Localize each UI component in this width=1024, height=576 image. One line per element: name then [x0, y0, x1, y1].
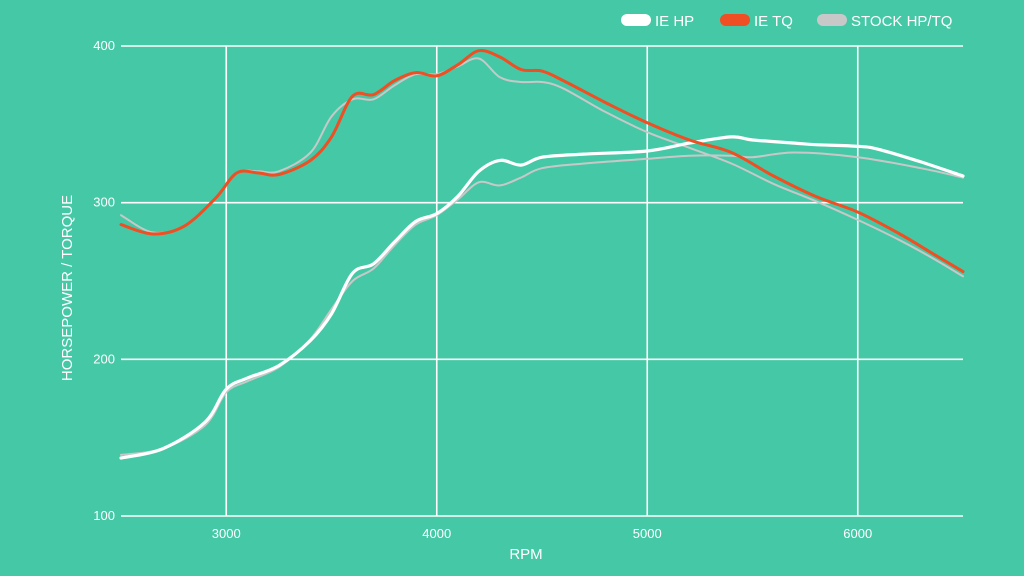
y-tick-label: 400 — [93, 38, 115, 53]
x-tick-label: 5000 — [633, 526, 662, 541]
series-lines — [119, 48, 965, 460]
legend-label: IE HP — [655, 13, 694, 30]
y-tick-label: 100 — [93, 508, 115, 523]
legend-item: IE HP — [621, 13, 694, 30]
legend-swatch — [720, 14, 750, 26]
y-axis-title: HORSEPOWER / TORQUE — [59, 195, 76, 381]
x-tick-label: 3000 — [212, 526, 241, 541]
x-tick-label: 4000 — [422, 526, 451, 541]
legend-item: STOCK HP/TQ — [817, 13, 952, 30]
x-axis-title: RPM — [509, 546, 542, 563]
series-line-ie-hp — [119, 135, 965, 460]
legend-item: IE TQ — [720, 13, 793, 30]
legend: IE HP IE TQ STOCK HP/TQ — [621, 13, 952, 30]
series-line-stock-hp — [120, 151, 964, 456]
y-tick-label: 200 — [93, 351, 115, 366]
grid-lines — [121, 45, 963, 517]
legend-label: IE TQ — [754, 13, 793, 30]
legend-swatch — [817, 14, 847, 26]
y-tick-label: 300 — [93, 195, 115, 210]
x-tick-label: 6000 — [843, 526, 872, 541]
series-line-ie-tq — [119, 48, 965, 274]
legend-label: STOCK HP/TQ — [851, 13, 952, 30]
legend-swatch — [621, 14, 651, 26]
tick-labels: 100 200 300 400 3000 4000 5000 6000 — [93, 38, 872, 541]
